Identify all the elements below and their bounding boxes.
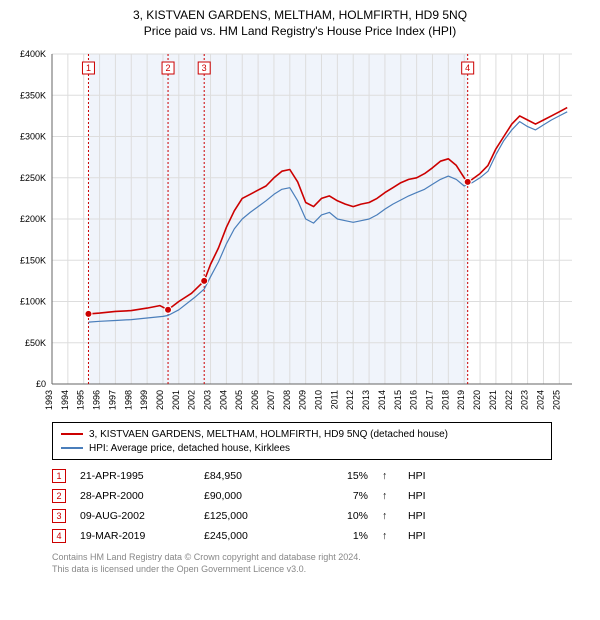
transaction-marker: 3 (52, 509, 66, 523)
svg-text:1: 1 (86, 63, 91, 73)
transaction-row: 3 09-AUG-2002 £125,000 10% ↑ HPI (52, 506, 552, 526)
svg-text:2006: 2006 (250, 390, 260, 410)
svg-text:2000: 2000 (155, 390, 165, 410)
svg-text:2007: 2007 (266, 390, 276, 410)
svg-text:2004: 2004 (218, 390, 228, 410)
transaction-row: 2 28-APR-2000 £90,000 7% ↑ HPI (52, 486, 552, 506)
legend-row: HPI: Average price, detached house, Kirk… (61, 441, 543, 455)
footer-line1: Contains HM Land Registry data © Crown c… (52, 552, 552, 564)
line-chart-svg: £0 £50K £100K £150K £200K £250K £300K £350K £400… (10, 44, 590, 414)
footer-attribution: Contains HM Land Registry data © Crown c… (52, 552, 552, 575)
svg-text:2022: 2022 (504, 390, 514, 410)
svg-text:4: 4 (465, 63, 470, 73)
transaction-hpi-label: HPI (408, 510, 438, 522)
svg-text:£200K: £200K (20, 214, 46, 224)
transaction-date: 19-MAR-2019 (80, 530, 190, 542)
transaction-date: 09-AUG-2002 (80, 510, 190, 522)
legend-row: 3, KISTVAEN GARDENS, MELTHAM, HOLMFIRTH,… (61, 427, 543, 441)
svg-text:1998: 1998 (123, 390, 133, 410)
svg-text:2016: 2016 (409, 390, 419, 410)
svg-text:2020: 2020 (472, 390, 482, 410)
svg-text:2015: 2015 (393, 390, 403, 410)
transaction-pct: 1% (308, 530, 368, 542)
svg-text:2017: 2017 (424, 390, 434, 410)
svg-text:2008: 2008 (282, 390, 292, 410)
svg-text:1994: 1994 (60, 390, 70, 410)
svg-text:£0: £0 (36, 379, 46, 389)
svg-text:1996: 1996 (92, 390, 102, 410)
svg-text:3: 3 (202, 63, 207, 73)
svg-text:£250K: £250K (20, 173, 46, 183)
svg-text:1999: 1999 (139, 390, 149, 410)
svg-text:2001: 2001 (171, 390, 181, 410)
chart-container: 3, KISTVAEN GARDENS, MELTHAM, HOLMFIRTH,… (0, 0, 600, 620)
svg-text:£150K: £150K (20, 255, 46, 265)
transaction-date: 21-APR-1995 (80, 470, 190, 482)
svg-text:£400K: £400K (20, 49, 46, 59)
svg-text:2024: 2024 (535, 390, 545, 410)
up-arrow-icon: ↑ (382, 530, 394, 542)
title-subtitle: Price paid vs. HM Land Registry's House … (10, 24, 590, 38)
transaction-marker: 2 (52, 489, 66, 503)
transaction-pct: 7% (308, 490, 368, 502)
up-arrow-icon: ↑ (382, 510, 394, 522)
transaction-price: £84,950 (204, 470, 294, 482)
svg-text:2: 2 (166, 63, 171, 73)
svg-text:£100K: £100K (20, 297, 46, 307)
svg-text:1995: 1995 (76, 390, 86, 410)
transaction-hpi-label: HPI (408, 490, 438, 502)
legend-swatch (61, 447, 83, 449)
svg-text:£350K: £350K (20, 90, 46, 100)
transactions-table: 1 21-APR-1995 £84,950 15% ↑ HPI 2 28-APR-2000 £9… (52, 466, 552, 546)
svg-text:2005: 2005 (234, 390, 244, 410)
up-arrow-icon: ↑ (382, 490, 394, 502)
transaction-price: £125,000 (204, 510, 294, 522)
legend-swatch (61, 433, 83, 435)
legend-label: 3, KISTVAEN GARDENS, MELTHAM, HOLMFIRTH,… (89, 429, 448, 440)
svg-text:2002: 2002 (187, 390, 197, 410)
svg-text:2014: 2014 (377, 390, 387, 410)
svg-text:1993: 1993 (44, 390, 54, 410)
up-arrow-icon: ↑ (382, 470, 394, 482)
transaction-marker: 1 (52, 469, 66, 483)
transaction-pct: 15% (308, 470, 368, 482)
transaction-row: 1 21-APR-1995 £84,950 15% ↑ HPI (52, 466, 552, 486)
transaction-hpi-label: HPI (408, 530, 438, 542)
transaction-marker: 4 (52, 529, 66, 543)
transaction-price: £245,000 (204, 530, 294, 542)
svg-text:2023: 2023 (520, 390, 530, 410)
transaction-date: 28-APR-2000 (80, 490, 190, 502)
svg-text:2025: 2025 (551, 390, 561, 410)
transaction-hpi-label: HPI (408, 470, 438, 482)
svg-text:2018: 2018 (440, 390, 450, 410)
legend-label: HPI: Average price, detached house, Kirk… (89, 443, 290, 454)
svg-text:2009: 2009 (298, 390, 308, 410)
svg-text:2013: 2013 (361, 390, 371, 410)
svg-text:2019: 2019 (456, 390, 466, 410)
legend-box: 3, KISTVAEN GARDENS, MELTHAM, HOLMFIRTH,… (52, 422, 552, 460)
svg-text:1997: 1997 (107, 390, 117, 410)
svg-text:£50K: £50K (25, 338, 46, 348)
svg-text:2011: 2011 (329, 390, 339, 409)
title-block: 3, KISTVAEN GARDENS, MELTHAM, HOLMFIRTH,… (10, 8, 590, 38)
svg-text:2012: 2012 (345, 390, 355, 410)
transaction-pct: 10% (308, 510, 368, 522)
transaction-price: £90,000 (204, 490, 294, 502)
svg-text:2021: 2021 (488, 390, 498, 410)
footer-line2: This data is licensed under the Open Gov… (52, 564, 552, 576)
svg-text:£300K: £300K (20, 132, 46, 142)
svg-text:2003: 2003 (203, 390, 213, 410)
title-address: 3, KISTVAEN GARDENS, MELTHAM, HOLMFIRTH,… (10, 8, 590, 22)
transaction-row: 4 19-MAR-2019 £245,000 1% ↑ HPI (52, 526, 552, 546)
svg-text:2010: 2010 (314, 390, 324, 410)
chart-area: £0 £50K £100K £150K £200K £250K £300K £350K £400… (10, 44, 590, 414)
